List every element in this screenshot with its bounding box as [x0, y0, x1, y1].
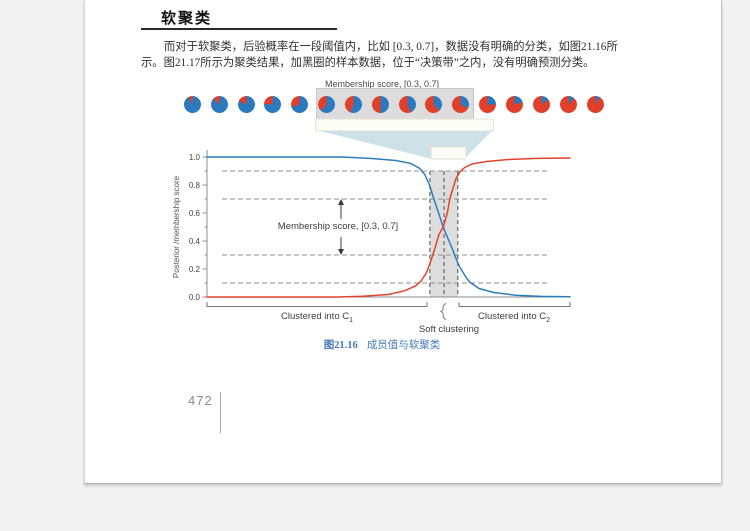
soft-clustering-label: Soft clustering [418, 324, 480, 335]
figure-caption-number: 图21.16 [323, 340, 358, 351]
pie-row-title: Membership score, [0.3, 0.7] [324, 79, 440, 89]
bracket-label-c1-text: Clustered into C [280, 311, 350, 322]
bracket-label-cluster-c1: Clustered into C1 [217, 311, 417, 324]
bracket-label-c2-text: Clustered into C [477, 311, 547, 322]
paragraph-line-1: 而对于软聚类，后验概率在一段阈值内，比如 [0.3, 0.7]，数据没有明确的分… [164, 41, 618, 53]
figure-caption-text: 成员值与软聚类 [366, 340, 441, 351]
pie-marker-3 [237, 95, 255, 113]
pie-marker-7 [344, 95, 362, 113]
pie-marker-16 [586, 95, 604, 113]
pie-marker-12 [479, 95, 497, 113]
pie-marker-8 [371, 95, 389, 113]
pie-marker-1 [183, 95, 201, 113]
pie-marker-9 [398, 95, 416, 113]
pie-marker-4 [264, 95, 282, 113]
pie-marker-15 [559, 95, 577, 113]
page-number-rule [220, 392, 221, 433]
pie-marker-10 [425, 95, 443, 113]
heading-rule [141, 28, 337, 30]
pie-marker-13 [506, 95, 523, 113]
pie-marker-5 [291, 95, 309, 113]
pie-marker-14 [532, 95, 550, 113]
paragraph-line-2: 示。图21.17所示为聚类结果，加黑圈的样本数据，位于“决策带”之内，没有明确预… [141, 57, 595, 69]
body-paragraph: 而对于软聚类，后验概率在一段阈值内，比如 [0.3, 0.7]，数据没有明确的分… [141, 39, 651, 71]
annotation-membership-score: Membership score, [0.3, 0.7] [277, 221, 399, 232]
pie-marker-2 [210, 95, 228, 113]
book-page: 软聚类 而对于软聚类，后验概率在一段阈值内，比如 [0.3, 0.7]，数据没有… [84, 0, 722, 484]
bracket-label-c2-sub: 2 [546, 316, 551, 324]
bracket-label-c1-sub: 1 [349, 316, 354, 324]
section-heading: 软聚类 [161, 11, 213, 27]
figure-caption: 图21.16 成员值与软聚类 [282, 337, 482, 352]
bracket-label-cluster-c2: Clustered into C2 [414, 311, 614, 324]
pie-marker-11 [452, 95, 470, 113]
pie-marker-6 [318, 95, 336, 113]
page-number: 472 [188, 393, 213, 408]
decision-band-pie-box [316, 88, 474, 121]
